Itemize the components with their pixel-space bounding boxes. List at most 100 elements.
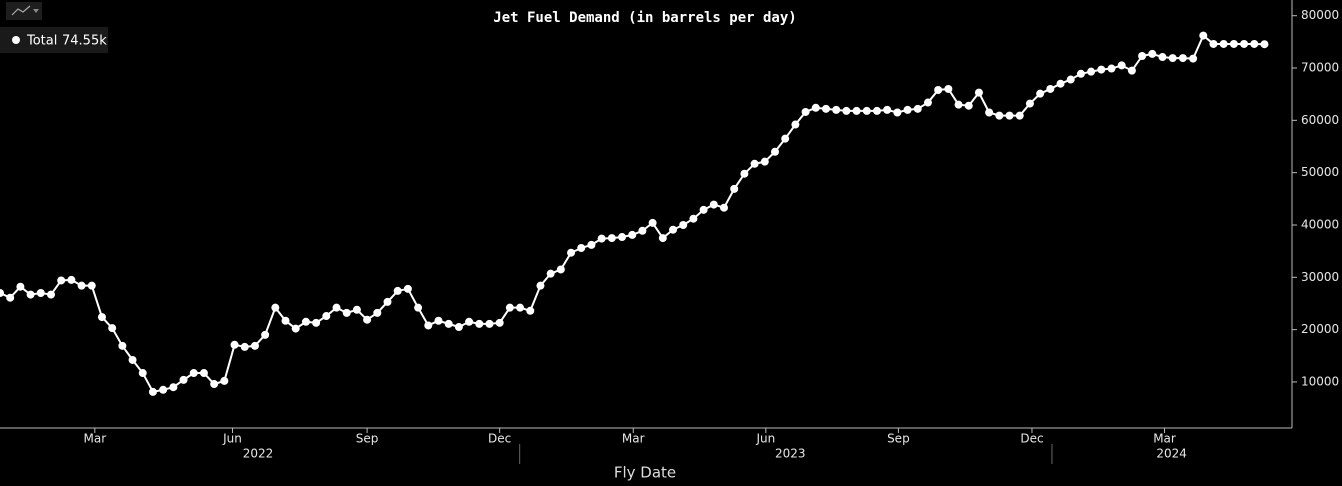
data-point [689, 214, 698, 223]
data-point [16, 282, 25, 291]
data-point [118, 341, 127, 350]
x-axis-title: Fly Date [614, 464, 676, 482]
data-point [373, 308, 382, 317]
data-point [923, 98, 932, 107]
data-point [658, 234, 667, 243]
data-point [57, 276, 66, 285]
data-point [954, 100, 963, 109]
data-point [199, 369, 208, 378]
data-point [516, 303, 525, 312]
data-point [1148, 49, 1157, 58]
data-point [618, 233, 627, 242]
data-point [26, 290, 35, 299]
y-tick-label: 70000 [1301, 61, 1339, 75]
data-point [862, 106, 871, 115]
data-point [414, 303, 423, 312]
data-point [964, 101, 973, 110]
data-point [383, 297, 392, 306]
data-point [1046, 84, 1055, 93]
data-point [770, 147, 779, 156]
data-point [1107, 64, 1116, 73]
data-point [791, 120, 800, 129]
x-tick-label: Sep [887, 432, 910, 446]
data-point [536, 281, 545, 290]
x-year-label: 2024 [1156, 447, 1187, 461]
data-point [1015, 111, 1024, 120]
x-tick-label: Jun [755, 432, 775, 446]
data-point [597, 234, 606, 243]
y-tick-label: 10000 [1301, 374, 1339, 388]
data-point [638, 226, 647, 235]
x-tick-label: Dec [1020, 432, 1043, 446]
data-point [944, 84, 953, 93]
x-year-label: 2023 [775, 447, 806, 461]
data-point [179, 375, 188, 384]
data-point [985, 108, 994, 117]
data-point [434, 316, 443, 325]
data-point [475, 319, 484, 328]
data-point [699, 205, 708, 214]
data-point [1178, 54, 1187, 63]
data-point [189, 369, 198, 378]
y-tick-label: 60000 [1301, 113, 1339, 127]
data-point [1260, 40, 1269, 49]
data-point [138, 369, 147, 378]
data-point [1056, 79, 1065, 88]
data-point [220, 376, 229, 385]
data-point [648, 218, 657, 227]
data-point [750, 159, 759, 168]
data-point [128, 355, 137, 364]
data-point [1168, 54, 1177, 63]
x-tick-label: Dec [488, 432, 511, 446]
data-point [1250, 39, 1259, 48]
x-year-label: 2022 [243, 447, 274, 461]
data-point [332, 303, 341, 312]
data-point [495, 318, 504, 327]
data-point [97, 313, 106, 322]
data-point [1127, 66, 1136, 75]
data-point [679, 220, 688, 229]
y-tick-label: 50000 [1301, 165, 1339, 179]
data-point [87, 281, 96, 290]
data-point [628, 230, 637, 239]
data-point [261, 330, 270, 339]
data-point [1005, 111, 1014, 120]
legend-marker [12, 36, 20, 44]
data-point [6, 293, 15, 302]
x-tick-label: Mar [622, 432, 645, 446]
data-point [1036, 89, 1045, 98]
dropdown-arrow [33, 9, 39, 13]
data-point [312, 318, 321, 327]
data-point [505, 303, 514, 312]
data-point [322, 312, 331, 321]
data-point [811, 103, 820, 112]
data-point [1066, 75, 1075, 84]
data-point [526, 306, 535, 315]
data-point [730, 184, 739, 193]
data-point [709, 200, 718, 209]
legend-value: 74.55k [62, 34, 107, 49]
data-point [934, 85, 943, 94]
data-point [1199, 31, 1208, 40]
data-point [424, 321, 433, 330]
data-point [444, 319, 453, 328]
data-point [1087, 67, 1096, 76]
data-point [832, 105, 841, 114]
data-point [556, 265, 565, 274]
x-tick-label: Mar [84, 432, 107, 446]
data-point [363, 315, 372, 324]
y-tick-label: 40000 [1301, 217, 1339, 231]
data-point [607, 234, 616, 243]
data-point [46, 290, 55, 299]
data-point [781, 134, 790, 143]
data-point [1189, 54, 1198, 63]
data-point [995, 111, 1004, 120]
data-point [872, 106, 881, 115]
data-point [821, 104, 830, 113]
data-point [567, 248, 576, 257]
data-point [1076, 69, 1085, 78]
data-point [903, 105, 912, 114]
data-point [240, 342, 249, 351]
